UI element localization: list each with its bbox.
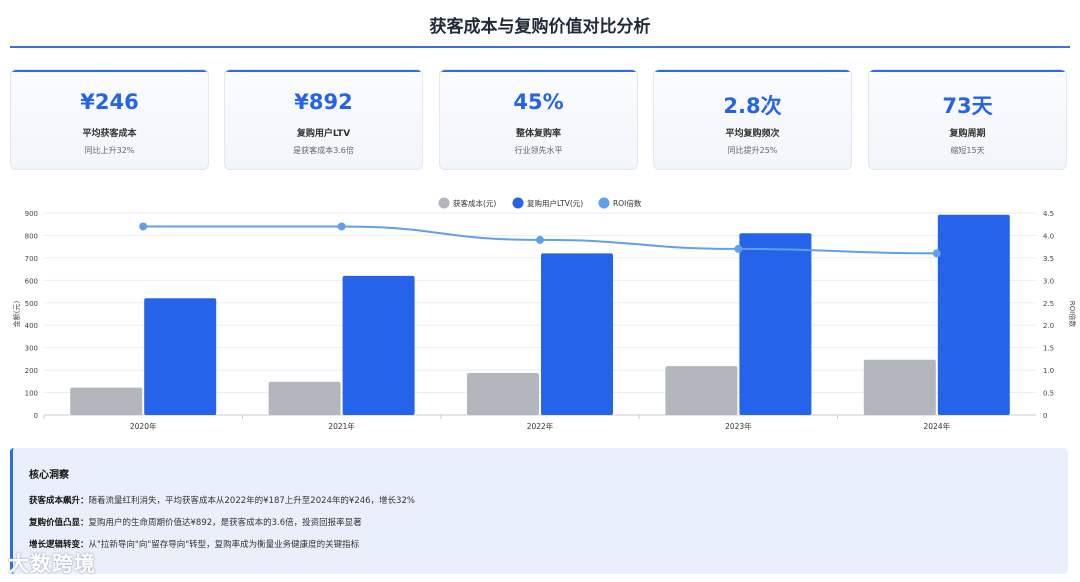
roi-point	[337, 222, 346, 231]
legend-swatch	[598, 197, 610, 209]
bar-acquisition-cost	[665, 366, 738, 415]
y2-tick-label: 0.5	[1043, 390, 1054, 398]
x-tick-label: 2021年	[328, 421, 355, 431]
y2-tick-label: 2.5	[1043, 300, 1054, 308]
y2-tick-label: 4.0	[1043, 232, 1054, 240]
insight-line-cost: 获客成本飙升：随着流量红利消失，平均获客成本从2022年的¥187上升至2024…	[29, 494, 415, 506]
x-tick-label: 2023年	[725, 421, 752, 431]
roi-point	[536, 235, 544, 244]
title-divider	[10, 46, 1070, 48]
legend-label: 获客成本(元)	[453, 198, 496, 208]
kpi-value: ¥246	[80, 90, 139, 114]
y2-tick-label: 0	[1043, 412, 1047, 420]
y-axis-title: 金额(元)	[12, 301, 21, 328]
page-title: 获客成本与复购价值对比分析	[429, 17, 651, 37]
kpi-subtext: 缩短15天	[950, 146, 985, 155]
y-tick-label: 400	[25, 322, 38, 330]
x-tick-label: 2022年	[527, 421, 554, 431]
insight-label: 获客成本飙升：	[29, 496, 89, 506]
insight-text: 复购用户的生命周期价值达¥892，是获客成本的3.6倍，投资回报率显著	[88, 518, 362, 528]
y-tick-label: 800	[25, 232, 38, 240]
y-tick-label: 600	[25, 277, 38, 285]
watermark-logo: 大数跨境	[8, 552, 96, 576]
kpi-card-acquisition-cost: ¥246 平均获客成本 同比上升32%	[10, 69, 209, 170]
insight-label: 增长逻辑转变：	[29, 540, 89, 550]
bar-ltv	[342, 275, 415, 415]
insight-text: 随着流量红利消失，平均获客成本从2022年的¥187上升至2024年的¥246，…	[88, 496, 415, 506]
insight-label: 复购价值凸显：	[29, 518, 89, 528]
cost-vs-ltv-chart: 0 100 200 300 400 500 600 700 800 900 0 0.5 1.0 1.5 2.…	[12, 197, 1077, 431]
x-tick-label: 2024年	[924, 421, 951, 431]
y2-tick-label: 1.5	[1043, 345, 1054, 353]
kpi-card-repurchase-rate: 45% 整体复购率 行业领先水平	[439, 69, 638, 170]
kpi-label: 平均获客成本	[82, 129, 137, 139]
legend-label: ROI倍数	[613, 198, 642, 208]
kpi-subtext: 同比上升32%	[84, 146, 135, 155]
insight-title: 核心洞察	[29, 470, 69, 481]
bar-ltv	[937, 214, 1010, 415]
y-tick-label: 500	[25, 300, 38, 308]
y2-tick-label: 1.0	[1043, 367, 1054, 375]
kpi-subtext: 同比提升25%	[727, 146, 778, 155]
kpi-card-repurchase-cycle: 73天 复购周期 缩短15天	[868, 69, 1067, 170]
kpi-subtext: 行业领先水平	[514, 146, 563, 155]
y2-axis-title: ROI倍数	[1068, 301, 1077, 327]
kpi-value: 45%	[513, 90, 564, 114]
bar-ltv	[144, 298, 217, 415]
insight-line-growth: 增长逻辑转变：从"拉新导向"向"留存导向"转型，复购率成为衡量业务健康度的关键指…	[29, 538, 359, 550]
y2-tick-label: 2.0	[1043, 322, 1054, 330]
x-tick-label: 2020年	[130, 421, 157, 431]
kpi-value: ¥892	[294, 90, 353, 114]
bar-acquisition-cost	[863, 359, 936, 415]
legend-swatch	[512, 197, 524, 209]
y2-tick-label: 3.0	[1043, 277, 1054, 285]
kpi-label: 平均复购频次	[725, 129, 780, 139]
y-tick-label: 700	[25, 255, 38, 263]
roi-point	[932, 249, 941, 258]
kpi-card-ltv: ¥892 复购用户LTV 是获客成本3.6倍	[224, 69, 423, 170]
bar-acquisition-cost	[467, 373, 539, 415]
kpi-card-repurchase-frequency: 2.8次 平均复购频次 同比提升25%	[653, 69, 852, 170]
bar-ltv	[739, 233, 812, 415]
y-tick-label: 300	[25, 345, 38, 353]
y-tick-label: 200	[25, 367, 38, 375]
y2-tick-label: 4.5	[1043, 210, 1054, 218]
kpi-value: 2.8次	[723, 94, 782, 118]
y-tick-label: 900	[25, 210, 38, 218]
y2-tick-label: 3.5	[1043, 255, 1054, 263]
kpi-value: 73天	[942, 94, 993, 118]
roi-point	[139, 222, 148, 231]
bar-acquisition-cost	[70, 387, 143, 415]
legend-label: 复购用户LTV(元)	[527, 198, 583, 208]
bar-ltv	[541, 253, 613, 415]
roi-point	[734, 244, 743, 253]
bar-acquisition-cost	[268, 381, 341, 415]
insight-panel: 核心洞察 获客成本飙升：随着流量红利消失，平均获客成本从2022年的¥187上升…	[10, 448, 1068, 574]
kpi-label: 复购周期	[949, 129, 986, 139]
kpi-row: ¥246 平均获客成本 同比上升32% ¥892 复购用户LTV 是获客成本3.…	[10, 69, 1070, 172]
y-tick-label: 0	[34, 412, 38, 420]
kpi-label: 复购用户LTV	[296, 129, 351, 139]
kpi-label: 整体复购率	[515, 129, 561, 139]
kpi-subtext: 是获客成本3.6倍	[293, 146, 354, 155]
insight-text: 从"拉新导向"向"留存导向"转型，复购率成为衡量业务健康度的关键指标	[88, 540, 360, 550]
y-tick-label: 100	[25, 390, 38, 398]
legend-swatch	[438, 197, 450, 209]
insight-line-value: 复购价值凸显：复购用户的生命周期价值达¥892，是获客成本的3.6倍，投资回报率…	[29, 516, 362, 528]
